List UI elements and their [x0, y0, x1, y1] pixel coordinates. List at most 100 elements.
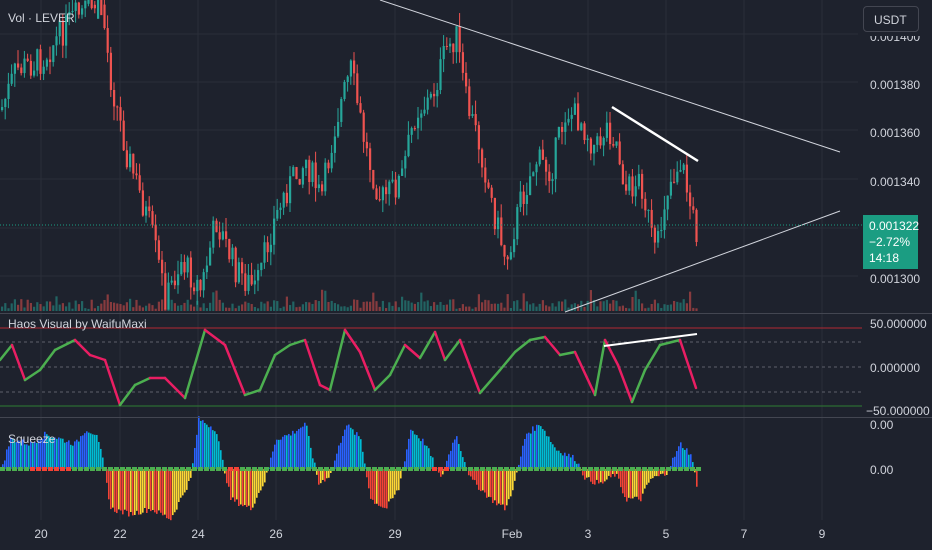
- candle-body: [548, 171, 551, 182]
- volume-bar: [282, 306, 285, 311]
- volume-bar: [74, 300, 77, 311]
- squeeze-bar: [666, 469, 668, 475]
- squeeze-bar: [128, 469, 130, 517]
- haos-indicator-title[interactable]: Haos Visual by WaifuMaxi: [8, 317, 147, 331]
- squeeze-dot: [684, 467, 689, 471]
- squeeze-bar: [598, 469, 600, 484]
- haos-line-segment: [303, 338, 322, 387]
- squeeze-bar: [542, 429, 544, 469]
- candle-body: [26, 58, 29, 61]
- candle-body: [647, 209, 650, 211]
- squeeze-dot: [324, 467, 329, 471]
- volume-bar: [61, 303, 64, 311]
- squeeze-bar: [490, 469, 492, 498]
- squeeze-bar: [194, 447, 196, 469]
- volume-bar: [545, 305, 548, 311]
- volume-bar: [372, 292, 375, 311]
- squeeze-dot: [192, 467, 197, 471]
- squeeze-bar: [286, 435, 288, 469]
- candle-body: [231, 247, 234, 260]
- squeeze-bar: [600, 469, 602, 483]
- squeeze-bar: [188, 469, 190, 481]
- squeeze-bar: [568, 453, 570, 469]
- squeeze-bar: [400, 469, 402, 479]
- support-trendline: [564, 210, 841, 313]
- volume-bar: [81, 301, 84, 311]
- haos-line-segment: [388, 343, 407, 377]
- volume-bar: [183, 302, 186, 311]
- volume-bar: [388, 302, 391, 311]
- candle-body: [583, 123, 586, 141]
- candle-body: [36, 49, 39, 71]
- candle-body: [657, 231, 660, 243]
- squeeze-bar: [338, 445, 340, 469]
- squeeze-dot: [36, 467, 41, 471]
- volume-bar: [567, 307, 570, 311]
- squeeze-bar: [646, 469, 648, 485]
- squeeze-bar: [656, 469, 658, 477]
- squeeze-bar: [204, 422, 206, 469]
- squeeze-dot: [354, 467, 359, 471]
- candle-body: [589, 138, 592, 154]
- squeeze-bar: [602, 469, 604, 484]
- candle-body: [356, 73, 359, 104]
- squeeze-bar: [344, 429, 346, 469]
- squeeze-dot: [558, 467, 563, 471]
- candle-body: [215, 220, 218, 233]
- volume-bar: [449, 299, 452, 311]
- candle-body: [397, 175, 400, 198]
- squeeze-dot: [348, 467, 353, 471]
- volume-bar: [205, 308, 208, 311]
- volume-bar: [113, 302, 116, 311]
- volume-bar: [596, 306, 599, 311]
- squeeze-bar: [72, 445, 74, 469]
- candle-body: [381, 187, 384, 201]
- volume-bar: [154, 308, 157, 311]
- haos-line-segment: [53, 338, 77, 352]
- squeeze-bar: [34, 442, 36, 469]
- squeeze-dot: [66, 467, 71, 471]
- squeeze-bar: [682, 448, 684, 469]
- squeeze-dot: [156, 467, 161, 471]
- volume-bar: [221, 302, 224, 311]
- squeeze-bar: [360, 439, 362, 469]
- squeeze-dot: [624, 467, 629, 471]
- candle-body: [324, 162, 327, 192]
- squeeze-bar: [548, 436, 550, 469]
- volume-bar: [506, 294, 509, 311]
- candle-body: [596, 136, 599, 145]
- haos-line-segment: [0, 343, 14, 362]
- pane-separator[interactable]: [0, 417, 932, 418]
- x-axis-label: 22: [113, 527, 127, 541]
- squeeze-dot: [42, 467, 47, 471]
- squeeze-bar: [540, 426, 542, 469]
- squeeze-bar: [508, 469, 510, 500]
- squeeze-dot: [648, 467, 653, 471]
- candle-body: [685, 164, 688, 193]
- candle-body: [39, 49, 42, 74]
- squeeze-bar: [62, 438, 64, 469]
- candle-body: [84, 0, 87, 9]
- squeeze-dot: [468, 467, 473, 471]
- volume-bar: [189, 304, 192, 311]
- volume-bar: [231, 303, 234, 311]
- candle-body: [509, 252, 512, 260]
- squeeze-bar: [176, 469, 178, 510]
- squeeze-indicator-title[interactable]: Squeeze: [8, 432, 56, 446]
- candle-body: [695, 209, 698, 242]
- currency-button[interactable]: USDT: [863, 6, 919, 32]
- volume-bar: [497, 303, 500, 311]
- squeeze-dot: [90, 467, 95, 471]
- volume-bar: [138, 305, 141, 311]
- volume-bar: [7, 308, 10, 311]
- volume-bar: [442, 304, 445, 311]
- candle-body: [145, 206, 148, 216]
- volume-bar: [295, 307, 298, 311]
- candle-body: [522, 191, 525, 204]
- pane-separator[interactable]: [0, 313, 932, 314]
- squeeze-dot: [570, 467, 575, 471]
- candle-body: [247, 274, 250, 291]
- candle-body: [212, 220, 215, 248]
- squeeze-bar: [242, 469, 244, 507]
